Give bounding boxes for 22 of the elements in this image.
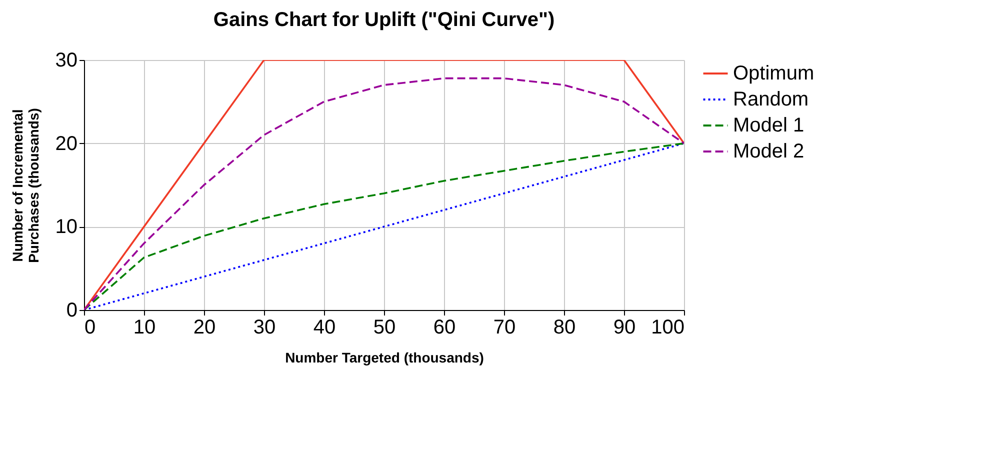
x-tick-label: 80 [553, 316, 576, 338]
x-tick-label: 10 [133, 316, 156, 338]
x-tick-label: 0 [84, 316, 96, 338]
x-tick-label: 70 [493, 316, 516, 338]
legend-label: Optimum [733, 62, 814, 84]
x-tick-label: 40 [313, 316, 336, 338]
x-tick-label: 60 [433, 316, 456, 338]
x-tick-label: 90 [613, 316, 636, 338]
legend-label: Model 2 [733, 140, 804, 162]
y-tick-label: 30 [55, 50, 78, 72]
x-tick-label: 30 [253, 316, 276, 338]
y-tick-label: 0 [66, 300, 78, 322]
legend-label: Random [733, 88, 809, 110]
x-axis-title: Number Targeted (thousands) [285, 350, 484, 366]
x-tick-label: 50 [373, 316, 396, 338]
y-tick-label: 20 [55, 132, 78, 155]
x-tick-label: 20 [193, 316, 216, 338]
chart-title: Gains Chart for Uplift ("Qini Curve") [213, 9, 555, 31]
y-axis-title: Number of Incremental Purchases (thousands) [9, 108, 42, 263]
x-tick-label: 100 [651, 316, 684, 338]
legend-label: Model 1 [733, 114, 804, 136]
y-tick-label: 10 [55, 216, 78, 238]
